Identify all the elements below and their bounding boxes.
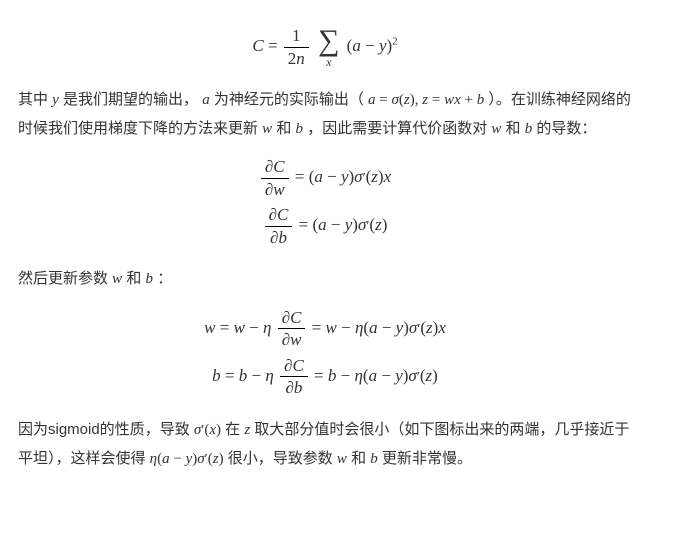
- eq2: = (: [299, 215, 319, 234]
- p3-t5: 和: [347, 450, 370, 467]
- frac-num: 1: [284, 26, 309, 48]
- p1-t6: ，因此需要计算代价函数对: [303, 120, 491, 137]
- paragraph-1: 其中 y 是我们期望的输出， a 为神经元的实际输出（ a = σ(z), z …: [18, 86, 632, 143]
- sigma-symbol: ∑: [318, 26, 339, 56]
- p3-t4: 很小，导致参数: [224, 450, 337, 467]
- exp: 2: [392, 35, 398, 47]
- frac-dc-dw-2: ∂C ∂w: [278, 308, 306, 350]
- p3-w: w: [337, 451, 347, 467]
- frac-dc-db-2: ∂C ∂b: [280, 356, 308, 398]
- dc-db-den: ∂b: [265, 227, 293, 248]
- update-w-row: w = w − η ∂C ∂w = w − η(a − y)σ′(z)x: [18, 308, 632, 350]
- paragraph-3: 因为sigmoid的性质，导致 σ′(x) 在 z 取大部分值时会很小（如下图标…: [18, 416, 632, 473]
- p3-b: b: [370, 451, 378, 467]
- update-b-row: b = b − η ∂C ∂b = b − η(a − y)σ′(z): [18, 356, 632, 398]
- var-w: w: [262, 121, 272, 137]
- dc-dw-den: ∂w: [261, 179, 289, 200]
- p1-t3: 为神经元的实际输出（: [210, 91, 368, 108]
- sum-body: (a − y)2: [347, 36, 398, 55]
- p2-b: b: [146, 271, 154, 287]
- p1-t5: 和: [272, 120, 295, 137]
- p1-t1: 其中: [18, 91, 52, 108]
- inline-eq: a = σ(z), z = wx + b: [368, 92, 484, 108]
- formula-cost: C = 1 2n ∑ x (a − y)2: [18, 26, 632, 68]
- p1-t7: 的导数：: [532, 120, 596, 137]
- formula-update: w = w − η ∂C ∂w = w − η(a − y)σ′(z)x b =…: [18, 308, 632, 398]
- p3-t2: 在: [221, 421, 244, 438]
- sum-sub: x: [318, 56, 339, 68]
- equals: =: [268, 36, 282, 55]
- var-w2: w: [491, 121, 501, 137]
- p2-t2: 和: [122, 270, 145, 287]
- dc-dw-num: ∂C: [261, 157, 289, 179]
- sum-sigma: ∑ x: [318, 26, 339, 68]
- frac-dc-dw: ∂C ∂w: [261, 157, 289, 199]
- frac-dc-db: ∂C ∂b: [265, 205, 293, 247]
- var-C: C: [252, 36, 263, 55]
- dc-db-num: ∂C: [265, 205, 293, 227]
- eq1: = (: [295, 167, 315, 186]
- p2-t3: ：: [153, 270, 172, 287]
- frac-1-2n: 1 2n: [284, 26, 309, 68]
- p1-t2: 是我们期望的输出，: [59, 91, 202, 108]
- frac-den: 2n: [284, 48, 309, 69]
- var-y: y: [52, 92, 59, 108]
- p3-t1: 因为sigmoid的性质，导致: [18, 421, 194, 438]
- partial-w-row: ∂C ∂w = (a − y)σ′(z)x: [18, 157, 632, 199]
- partial-b-row: ∂C ∂b = (a − y)σ′(z): [18, 205, 632, 247]
- var-a: a: [202, 92, 210, 108]
- p3-e2: η(a − y)σ′(z): [150, 451, 224, 467]
- p3-t6: 更新非常慢。: [378, 450, 472, 467]
- var-b: b: [296, 121, 304, 137]
- p2-t1: 然后更新参数: [18, 270, 112, 287]
- formula-partials: ∂C ∂w = (a − y)σ′(z)x ∂C ∂b = (a − y)σ′(…: [18, 157, 632, 247]
- paragraph-2: 然后更新参数 w 和 b ：: [18, 265, 632, 294]
- p3-e1: σ′(x): [194, 422, 221, 438]
- p1-t5b: 和: [501, 120, 524, 137]
- p2-w: w: [112, 271, 122, 287]
